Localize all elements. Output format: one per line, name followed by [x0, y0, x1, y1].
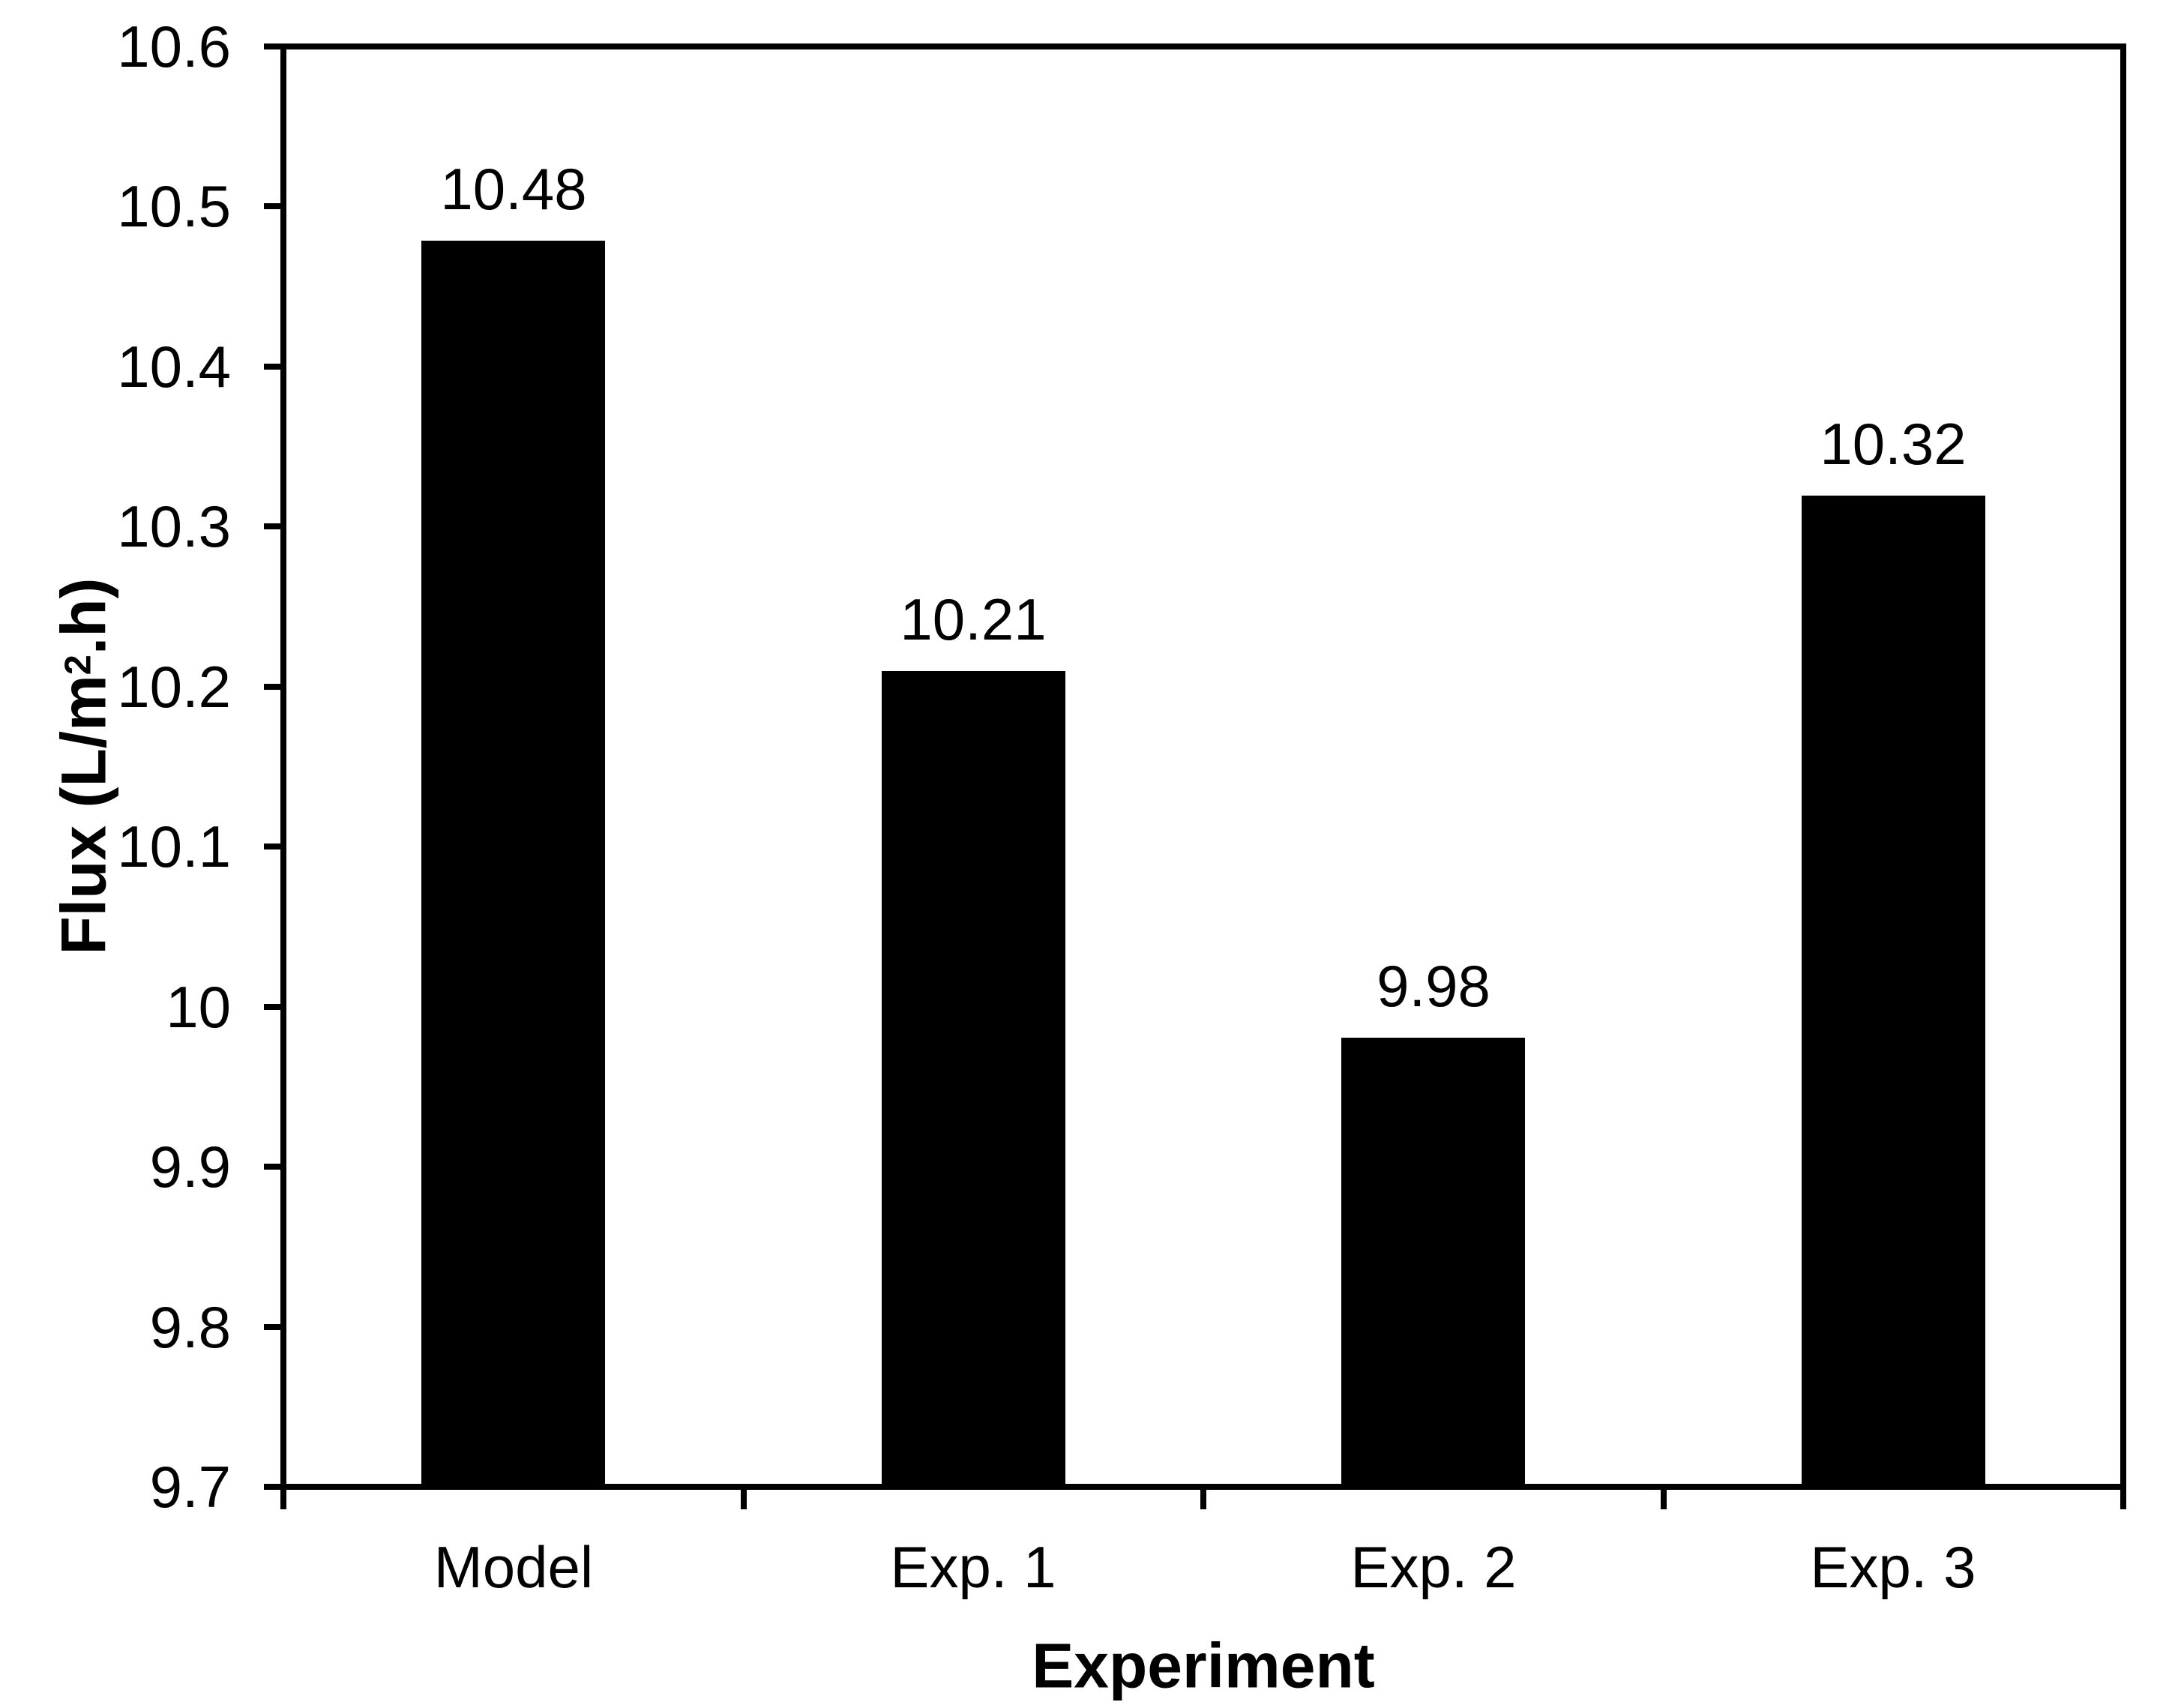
x-axis-category-label: Exp. 1 — [890, 1534, 1056, 1600]
y-axis-tick — [264, 1323, 286, 1330]
y-axis-tick-label: 9.8 — [149, 1293, 231, 1360]
bar — [1341, 1038, 1525, 1484]
y-axis-tick — [264, 1003, 286, 1010]
y-axis-tick-label: 10 — [166, 973, 231, 1040]
plot-area: 10.48 10.21 9.98 10.32 — [280, 43, 2126, 1490]
y-axis-tick-label: 10.6 — [117, 13, 231, 79]
bar — [882, 671, 1065, 1484]
y-axis-tick-label: 10.1 — [117, 814, 231, 880]
y-axis-tick — [264, 43, 286, 49]
y-axis-title: Flux (L/m2.h) — [48, 577, 121, 954]
y-axis-tick-label: 10.4 — [117, 333, 231, 400]
x-axis-tick — [740, 1487, 747, 1509]
x-axis-tick — [1660, 1487, 1667, 1509]
bar-value-label: 10.48 — [440, 156, 587, 222]
y-axis-tick — [264, 1484, 286, 1490]
y-axis-tick — [264, 523, 286, 530]
bar-value-label: 10.21 — [900, 586, 1047, 652]
y-axis-tick-label: 9.7 — [149, 1454, 231, 1520]
y-axis-title-suffix: .h) — [48, 577, 119, 655]
y-axis-tick — [264, 203, 286, 210]
bar — [1802, 496, 1985, 1484]
y-axis-tick-label: 9.9 — [149, 1134, 231, 1200]
bar-value-label: 9.98 — [1377, 953, 1490, 1019]
x-axis-category-label: Exp. 2 — [1350, 1534, 1517, 1600]
x-axis-category-label: Model — [433, 1534, 594, 1600]
y-axis-tick-label: 10.2 — [117, 653, 231, 720]
y-axis-tick — [264, 683, 286, 690]
y-axis-tick — [264, 844, 286, 850]
x-axis-tick — [2120, 1487, 2126, 1509]
y-axis-tick-label: 10.5 — [117, 173, 231, 240]
x-axis-title: Experiment — [1032, 1630, 1375, 1701]
bar-value-label: 10.32 — [1820, 411, 1967, 477]
x-axis-category-label: Exp. 3 — [1810, 1534, 1976, 1600]
bar — [421, 241, 605, 1484]
y-axis-tick — [264, 1164, 286, 1170]
y-axis-tick — [264, 363, 286, 370]
x-axis-tick — [1200, 1487, 1206, 1509]
y-axis-tick-label: 10.3 — [117, 493, 231, 560]
x-axis-tick — [280, 1487, 286, 1509]
